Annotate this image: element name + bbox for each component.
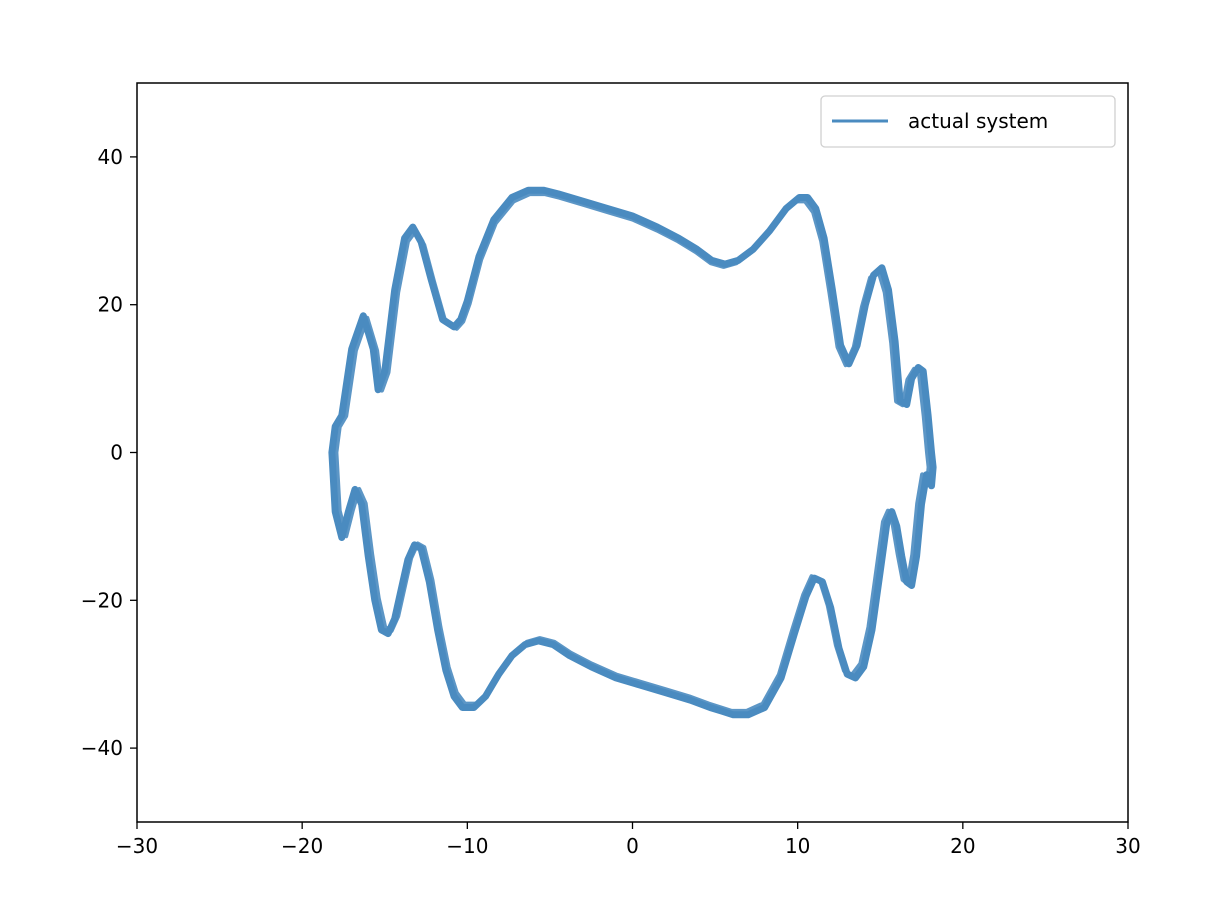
y-tick-label: −20 <box>81 588 123 612</box>
y-tick-label: −40 <box>81 736 123 760</box>
x-tick-label: −30 <box>116 834 158 858</box>
y-tick-label: 40 <box>98 145 123 169</box>
series-line <box>328 186 937 719</box>
legend: actual system <box>820 95 1116 148</box>
series-line-inner <box>334 192 931 713</box>
y-tick-label: 0 <box>110 441 123 465</box>
legend-label: actual system <box>908 109 1048 133</box>
x-tick-label: −20 <box>281 834 323 858</box>
x-tick-label: 30 <box>1115 834 1140 858</box>
x-tick-label: −10 <box>446 834 488 858</box>
x-tick-label: 10 <box>785 834 810 858</box>
series-layer <box>328 186 937 719</box>
x-axis: −30 −20 −10 0 10 20 30 <box>116 822 1141 858</box>
y-axis: −40 −20 0 20 40 <box>81 145 137 760</box>
legend-box <box>820 95 1116 148</box>
x-tick-label: 20 <box>950 834 975 858</box>
x-tick-label: 0 <box>626 834 639 858</box>
y-tick-label: 20 <box>98 293 123 317</box>
plot-area <box>137 83 1128 822</box>
